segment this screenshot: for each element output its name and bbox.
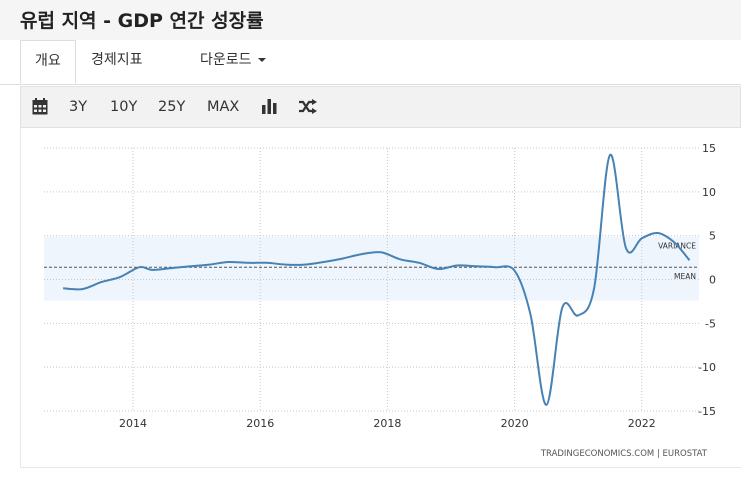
x-tick-label: 2016 — [246, 417, 274, 430]
y-tick-label: -10 — [698, 361, 716, 374]
shuffle-icon[interactable] — [299, 99, 317, 118]
bar-chart-icon[interactable] — [262, 99, 277, 118]
range-3y-button[interactable]: 3Y — [69, 99, 88, 115]
x-tick-label: 2020 — [501, 417, 529, 430]
tab-bar: 개요 경제지표 다운로드 — [0, 40, 741, 85]
tab-overview[interactable]: 개요 — [20, 40, 76, 84]
range-10y-button[interactable]: 10Y — [110, 99, 138, 115]
y-tick-label: 10 — [702, 186, 716, 199]
tab-indicators[interactable]: 경제지표 — [91, 40, 143, 84]
source-label: TRADINGECONOMICS.COM | EUROSTAT — [540, 449, 708, 459]
x-tick-label: 2018 — [373, 417, 401, 430]
tab-indicators-label: 경제지표 — [91, 52, 143, 68]
y-tick-label: -5 — [705, 317, 716, 330]
x-tick-label: 2014 — [119, 417, 147, 430]
tab-download-label: 다운로드 — [200, 52, 252, 68]
y-tick-label: 0 — [709, 274, 716, 287]
chart-area: 15 10 5 0 -5 -10 -15 2014 2016 2018 2020 2022 VARIAN… — [20, 128, 741, 468]
range-max-button[interactable]: MAX — [207, 99, 240, 115]
mean-label: MEAN — [674, 272, 696, 281]
page-title: 유럽 지역 - GDP 연간 성장률 — [20, 10, 264, 32]
variance-band — [44, 236, 699, 301]
x-tick-label: 2022 — [628, 417, 656, 430]
y-tick-label: -15 — [698, 405, 716, 418]
page-header: 유럽 지역 - GDP 연간 성장률 — [0, 0, 741, 41]
y-tick-label: 15 — [702, 142, 716, 155]
range-25y-button[interactable]: 25Y — [158, 99, 186, 115]
series-line — [63, 153, 691, 406]
tab-download[interactable]: 다운로드 — [200, 40, 266, 84]
y-tick-label: 5 — [709, 230, 716, 243]
chevron-down-icon — [257, 58, 266, 62]
chart-toolbar: 3Y 10Y 25Y MAX — [20, 86, 741, 128]
calendar-icon[interactable] — [32, 98, 48, 119]
tab-overview-label: 개요 — [35, 53, 61, 69]
